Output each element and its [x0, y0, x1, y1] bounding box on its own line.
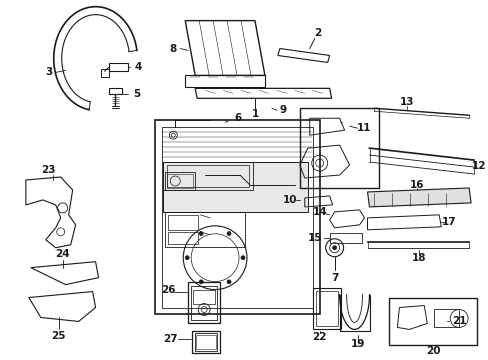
Bar [388, 298, 476, 345]
Text: 9: 9 [279, 105, 286, 115]
Circle shape [241, 256, 244, 260]
Bar [193, 289, 215, 303]
Bar [195, 333, 217, 351]
Text: 10: 10 [282, 195, 297, 205]
Bar [192, 332, 220, 353]
Bar [329, 233, 361, 243]
Bar [168, 215, 198, 230]
Polygon shape [367, 188, 470, 207]
Text: 8: 8 [169, 44, 177, 54]
Bar [155, 120, 319, 315]
Text: 1: 1 [251, 109, 258, 119]
Bar [167, 174, 193, 188]
Text: 13: 13 [399, 97, 414, 107]
Circle shape [199, 231, 203, 235]
Bar [163, 162, 307, 212]
Text: 11: 11 [357, 123, 371, 133]
Text: 12: 12 [471, 161, 486, 171]
Text: 15: 15 [307, 233, 321, 243]
Circle shape [226, 280, 230, 284]
Bar [167, 165, 248, 187]
Text: 6: 6 [234, 113, 241, 123]
Text: 2: 2 [313, 28, 321, 37]
Text: 17: 17 [441, 217, 456, 227]
Text: 25: 25 [51, 332, 66, 341]
Bar [312, 288, 340, 329]
Bar [162, 127, 312, 307]
Circle shape [226, 231, 230, 235]
Bar [433, 310, 458, 328]
Bar [101, 69, 108, 77]
Text: 18: 18 [411, 253, 426, 263]
Circle shape [332, 246, 336, 250]
Bar [299, 108, 379, 188]
Bar [165, 172, 195, 190]
Circle shape [185, 256, 189, 260]
Bar [188, 282, 220, 323]
Text: 21: 21 [451, 316, 466, 327]
Text: 7: 7 [330, 273, 338, 283]
Text: 5: 5 [133, 89, 140, 99]
Bar [108, 88, 122, 94]
Text: 24: 24 [55, 249, 70, 259]
Bar [108, 63, 128, 71]
Bar [165, 212, 244, 247]
Text: 19: 19 [350, 339, 364, 349]
Circle shape [199, 280, 203, 284]
Text: 3: 3 [45, 67, 52, 77]
Bar [163, 162, 252, 190]
Bar [196, 336, 216, 349]
Bar [191, 285, 217, 320]
Text: 22: 22 [312, 332, 326, 342]
Bar [185, 75, 264, 87]
Text: 16: 16 [409, 180, 424, 190]
Bar [315, 291, 337, 327]
Text: 23: 23 [41, 165, 56, 175]
Text: 4: 4 [135, 62, 142, 72]
Text: 14: 14 [312, 207, 326, 217]
Text: 26: 26 [161, 284, 175, 294]
Bar [168, 232, 198, 244]
Text: 27: 27 [163, 334, 177, 345]
Text: 20: 20 [425, 346, 440, 356]
